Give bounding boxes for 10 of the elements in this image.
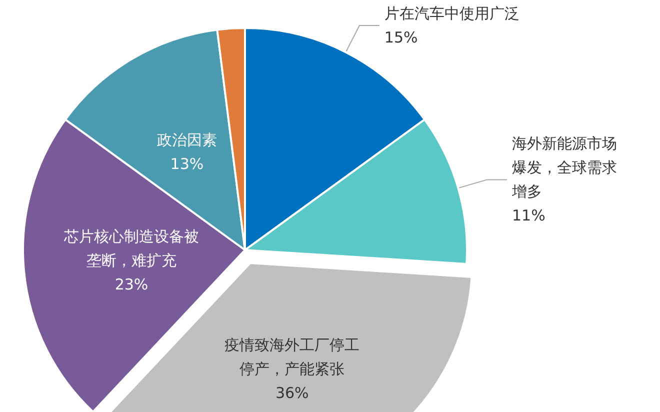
data-label: 23% (114, 276, 148, 294)
data-label: 36% (275, 384, 309, 402)
slice-label: 片在汽车中使用广泛 (384, 4, 520, 22)
slice-label: 芯片核心制造设备被垄断，难扩充 (63, 228, 200, 270)
slice-label: 政治因素 (156, 130, 217, 149)
slice-label: 海外新能源市场爆发，全球需求增多 (510, 134, 617, 201)
data-label: 13% (170, 154, 204, 173)
slice-label: 疫情致海外工厂停工停产，产能紧张 (224, 336, 360, 378)
data-label: 11% (512, 206, 546, 225)
data-label: 15% (384, 28, 418, 46)
